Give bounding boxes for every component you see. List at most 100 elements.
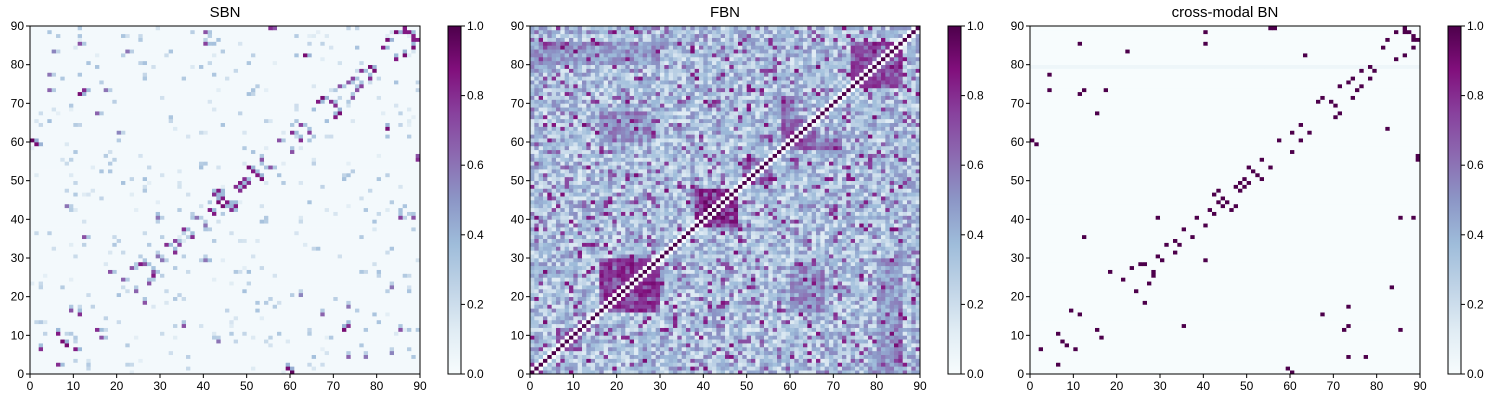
heatmap-cell: [30, 289, 35, 293]
heatmap-cell: [377, 339, 382, 343]
heatmap-cell: [346, 192, 351, 196]
heatmap-cell: [294, 285, 299, 289]
heatmap-cell: [108, 231, 113, 235]
heatmap-cell: [69, 177, 74, 181]
heatmap-cell: [143, 277, 148, 281]
heatmap-cell: [364, 243, 369, 247]
heatmap-cell: [190, 351, 195, 355]
heatmap-cell: [273, 301, 278, 305]
heatmap-cell: [377, 335, 382, 339]
heatmap-cell: [394, 266, 399, 270]
heatmap-cell: [381, 277, 386, 281]
heatmap-cell: [212, 281, 217, 285]
heatmap-cell: [104, 181, 109, 185]
heatmap-cell: [255, 359, 260, 363]
heatmap-cell: [199, 328, 204, 332]
heatmap-cell: [151, 157, 156, 161]
heatmap-cell: [234, 331, 239, 335]
heatmap-cell: [320, 301, 325, 305]
heatmap-cell: [134, 223, 139, 227]
heatmap-cell: [355, 246, 360, 250]
heatmap-cell: [30, 351, 35, 355]
heatmap-cell: [273, 231, 278, 235]
heatmap-cell: [108, 235, 113, 239]
heatmap-cell: [134, 277, 139, 281]
heatmap-cell: [381, 273, 386, 277]
heatmap-cell: [329, 208, 334, 212]
heatmap-cell: [299, 246, 304, 250]
heatmap-cell: [47, 254, 52, 258]
heatmap-cell: [403, 324, 408, 328]
heatmap-cell: [173, 324, 178, 328]
heatmap-cell: [277, 204, 282, 208]
heatmap-cell: [52, 366, 57, 370]
heatmap-cell: [212, 304, 217, 308]
heatmap-cell: [160, 161, 165, 165]
heatmap-cell: [234, 208, 239, 212]
heatmap-cell: [186, 297, 191, 301]
heatmap-cell: [355, 312, 360, 316]
heatmap-cell: [95, 181, 100, 185]
heatmap-cell: [182, 297, 187, 301]
heatmap-cell: [281, 246, 286, 250]
heatmap-cell: [299, 204, 304, 208]
heatmap-cell: [268, 285, 273, 289]
heatmap-cell: [95, 250, 100, 254]
heatmap-cell: [325, 293, 330, 297]
heatmap-cell: [104, 359, 109, 363]
heatmap-cell: [147, 161, 152, 165]
heatmap-cell: [143, 270, 148, 274]
heatmap-cell: [290, 181, 295, 185]
heatmap-cell: [95, 215, 100, 219]
heatmap-cell: [95, 161, 100, 165]
heatmap-cell: [268, 243, 273, 247]
heatmap-cell: [255, 273, 260, 277]
heatmap-cell: [277, 320, 282, 324]
heatmap-cell: [229, 270, 234, 274]
heatmap-cell: [377, 297, 382, 301]
heatmap-cell: [329, 254, 334, 258]
heatmap-cell: [43, 270, 48, 274]
heatmap-cell: [134, 289, 139, 293]
heatmap-cell: [316, 359, 321, 363]
heatmap-cell: [91, 351, 96, 355]
heatmap-cell: [286, 293, 291, 297]
heatmap-cell: [182, 304, 187, 308]
heatmap-cell: [411, 223, 416, 227]
heatmap-cell: [229, 235, 234, 239]
heatmap-cell: [338, 208, 343, 212]
heatmap-cell: [333, 215, 338, 219]
heatmap-cell: [108, 273, 113, 277]
heatmap-cell: [151, 362, 156, 366]
heatmap-cell: [95, 258, 100, 262]
heatmap-cell: [147, 235, 152, 239]
heatmap-cell: [247, 215, 252, 219]
heatmap-cell: [351, 188, 356, 192]
heatmap-cell: [242, 312, 247, 316]
heatmap-cell: [372, 181, 377, 185]
heatmap-cell: [385, 343, 390, 347]
heatmap-cell: [195, 181, 200, 185]
heatmap-cell: [34, 316, 39, 320]
heatmap-cell: [39, 366, 44, 370]
heatmap-cell: [99, 273, 104, 277]
heatmap-cell: [338, 304, 343, 308]
heatmap-cell: [39, 243, 44, 247]
heatmap-cell: [147, 362, 152, 366]
heatmap-cell: [78, 289, 83, 293]
heatmap-cell: [260, 192, 265, 196]
heatmap-cell: [169, 161, 174, 165]
heatmap-cell: [151, 208, 156, 212]
heatmap-cell: [312, 362, 317, 366]
heatmap-cell: [39, 215, 44, 219]
heatmap-cell: [260, 266, 265, 270]
heatmap-cell: [164, 246, 169, 250]
heatmap-cell: [255, 328, 260, 332]
heatmap-cell: [316, 227, 321, 231]
heatmap-cell: [73, 215, 78, 219]
heatmap-cell: [290, 366, 295, 370]
heatmap-cell: [385, 312, 390, 316]
heatmap-cell: [290, 347, 295, 351]
heatmap-cell: [290, 359, 295, 363]
heatmap-cell: [407, 339, 412, 343]
